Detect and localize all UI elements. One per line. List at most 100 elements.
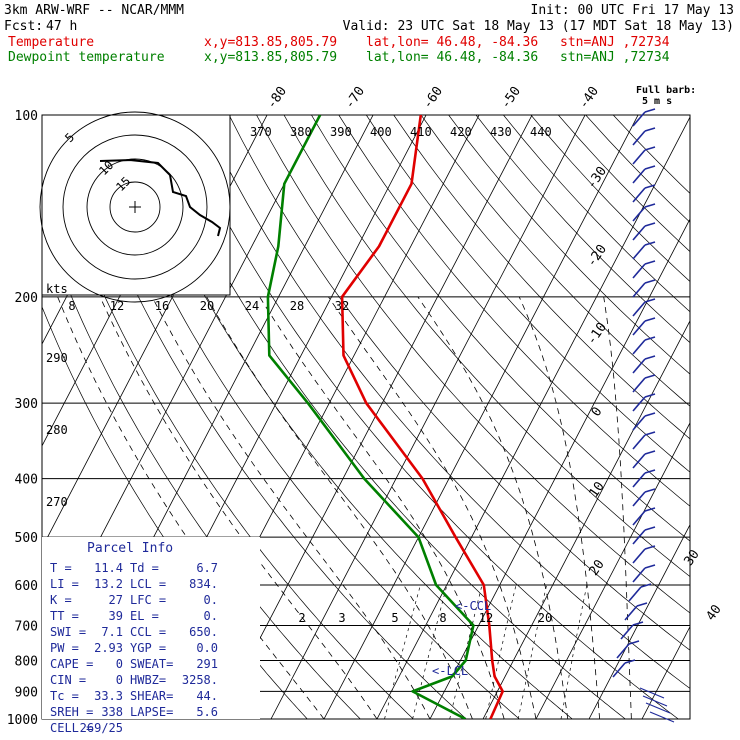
wind-barb — [632, 130, 646, 146]
parcel-value: 269/25 — [80, 721, 123, 735]
wind-barb — [624, 659, 636, 664]
hodograph-ring — [109, 181, 161, 233]
dry-adiabat — [173, 115, 679, 719]
hodograph-trace — [99, 158, 222, 237]
hodograph-speed-label: 20 — [200, 299, 214, 313]
pressure-label: 200 — [15, 291, 38, 306]
hodograph-speed-label: 12 — [110, 299, 124, 313]
parcel-key: LI = — [50, 577, 79, 591]
isotherm-label: -20 — [584, 242, 610, 270]
parcel-key: SWI = — [50, 625, 86, 639]
pressure-label: 400 — [15, 473, 38, 488]
wind-barb — [644, 108, 656, 113]
dry-adiabat — [420, 115, 690, 407]
wind-barb — [640, 583, 652, 588]
wind-barb — [620, 624, 634, 640]
wind-barb — [632, 320, 646, 336]
parcel-key: TT = — [50, 609, 79, 623]
wind-barb — [632, 206, 646, 222]
wind-barb — [632, 529, 646, 545]
temperature-legend: Temperature — [8, 35, 94, 50]
wind-barb — [644, 507, 656, 512]
dry-adiabat — [475, 115, 690, 344]
isotherm-label: -80 — [264, 84, 290, 112]
wind-barb — [644, 241, 656, 246]
parcel-value: 11.4 — [94, 561, 123, 575]
parcel-value: 0. — [204, 593, 218, 607]
isotherm-label: 30 — [681, 547, 702, 568]
parcel-value: 0 — [116, 673, 123, 687]
dry-adiabat — [146, 115, 626, 719]
wind-barbs — [612, 108, 675, 723]
wind-barb — [624, 605, 638, 621]
wind-barb — [632, 282, 646, 298]
parcel-key: PW = — [50, 641, 79, 655]
mixing-ratio-label: 12 — [479, 611, 493, 625]
pressure-label: 700 — [15, 619, 38, 634]
dry-adiabat — [530, 115, 690, 282]
parcel-key: CCL = — [130, 625, 166, 639]
dewpoint-latlon: lat,lon= 46.48, -84.36 — [366, 50, 538, 65]
parcel-value: 7.1 — [101, 625, 123, 639]
isotherm-label: -10 — [584, 320, 610, 348]
hodograph-ring — [39, 111, 231, 303]
wind-barb — [644, 545, 656, 550]
init-time: Init: 00 UTC Fri 17 May 13 — [531, 3, 735, 18]
wind-barb — [632, 453, 646, 469]
theta-e-label: 370 — [250, 125, 272, 139]
dry-adiabat — [42, 130, 414, 719]
mixing-ratio-label: 20 — [538, 611, 552, 625]
hodograph-unit-label: kts — [46, 282, 68, 296]
parcel-value: 650. — [189, 625, 218, 639]
wind-barb — [644, 488, 656, 493]
parcel-value: 44. — [196, 689, 218, 703]
wind-barb — [644, 336, 656, 341]
wind-barb — [632, 472, 646, 488]
wind-barb — [644, 412, 656, 417]
wind-barb — [644, 184, 656, 189]
wind-barb — [644, 146, 656, 151]
wind-barb — [632, 263, 646, 279]
dry-adiabat — [366, 115, 690, 473]
hodograph-speed-label: 24 — [245, 299, 259, 313]
theta-label: 280 — [46, 423, 68, 437]
wind-barb — [632, 149, 646, 165]
wind-barb — [632, 434, 646, 450]
theta-e-label: 390 — [330, 125, 352, 139]
wind-barb — [632, 510, 646, 526]
pressure-label: 500 — [15, 531, 38, 546]
parcel-key: HWBZ= — [130, 673, 166, 687]
pressure-label: 800 — [15, 654, 38, 669]
pressure-label: 300 — [15, 397, 38, 412]
wind-barb — [632, 621, 644, 626]
isotherm-label: -50 — [498, 84, 524, 112]
sounding-traces — [266, 115, 505, 719]
parcel-value: 3258. — [182, 673, 218, 687]
wind-barb — [632, 548, 646, 564]
pressure-label: 900 — [15, 685, 38, 700]
wind-barb — [644, 526, 656, 531]
isotherm-line — [535, 421, 690, 719]
wind-barb — [632, 377, 646, 393]
dry-adiabat — [256, 115, 690, 614]
barb-legend-unit: 5 m s — [642, 96, 672, 107]
wind-barb — [644, 127, 656, 132]
forecast-hours: 47 h — [46, 19, 77, 34]
parcel-key: SREH = — [50, 705, 93, 719]
wind-barb — [644, 260, 656, 265]
wind-barb — [644, 355, 656, 360]
wind-barb — [642, 695, 668, 707]
wind-barb — [632, 339, 646, 355]
theta-label: 290 — [46, 351, 68, 365]
mixing-ratio-label: 5 — [391, 611, 398, 625]
parcel-key: K = — [50, 593, 72, 607]
wind-barb — [632, 396, 646, 412]
wind-barb — [632, 244, 646, 260]
parcel-value: 291 — [196, 657, 218, 671]
wind-barb — [644, 298, 656, 303]
isotherm-line — [429, 218, 690, 719]
moist-adiabat — [328, 296, 537, 719]
hodograph-speed-label: 32 — [335, 299, 349, 313]
wind-barb — [644, 374, 656, 379]
isotherm-label: -70 — [342, 84, 368, 112]
